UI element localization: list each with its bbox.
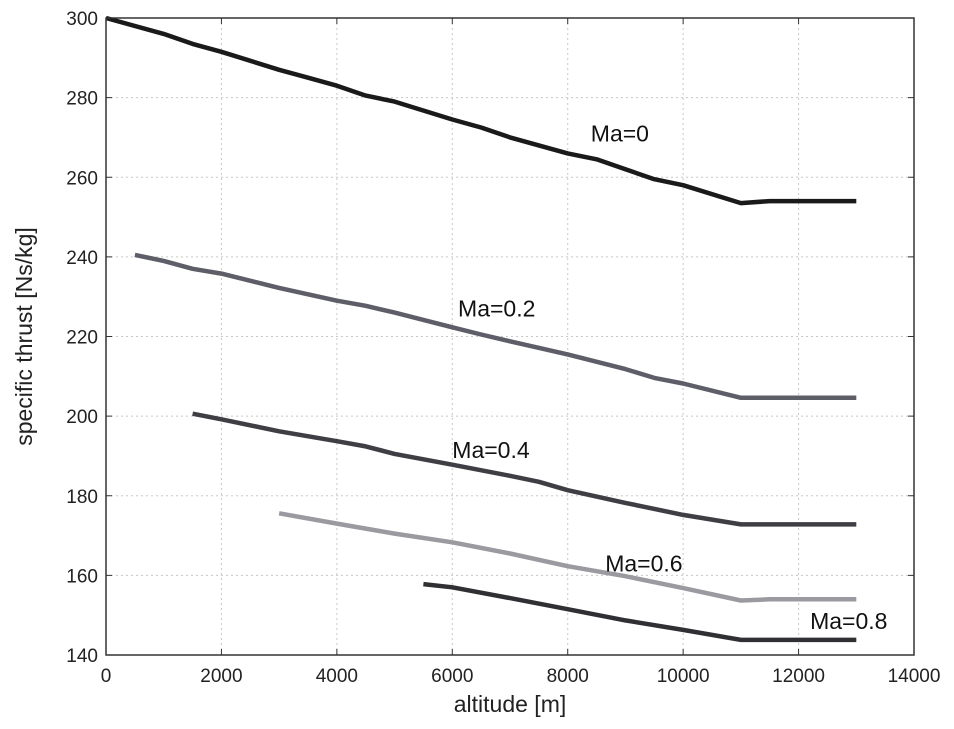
x-tick-labels: 0 2000 4000 6000 8000 10000 12000 14000 <box>101 666 941 687</box>
series-group <box>105 15 857 643</box>
x-tick-label: 8000 <box>547 666 589 687</box>
x-tick-label: 14000 <box>888 666 941 687</box>
series-line-ma-0-8 <box>423 581 857 643</box>
series-line-ma-0-6 <box>278 511 857 603</box>
x-tick-label: 6000 <box>431 666 473 687</box>
series-label: Ma=0.6 <box>605 550 682 576</box>
x-tick-label: 12000 <box>772 666 825 687</box>
x-tick-label: 0 <box>101 666 112 687</box>
y-tick-label: 160 <box>66 566 98 587</box>
series-line-ma-0 <box>105 15 857 206</box>
y-tick-label: 140 <box>66 646 98 667</box>
y-tick-label: 260 <box>66 168 98 189</box>
y-tick-label: 180 <box>66 487 98 508</box>
series-line-ma-0-2 <box>134 252 857 401</box>
y-tick-label: 280 <box>66 89 98 110</box>
series-labels: Ma=0 Ma=0.2 Ma=0.4 Ma=0.6 Ma=0.8 <box>452 120 887 634</box>
y-tick-label: 240 <box>66 248 98 269</box>
x-axis-label: altitude [m] <box>454 691 567 717</box>
y-axis-label: specific thrust [Ns/kg] <box>11 227 37 446</box>
series-line-ma-0-4 <box>192 411 857 527</box>
y-tick-label: 220 <box>66 328 98 349</box>
x-tick-label: 10000 <box>657 666 710 687</box>
series-label: Ma=0.4 <box>452 437 530 463</box>
grid-lines <box>106 18 914 655</box>
tick-marks <box>105 17 915 656</box>
x-tick-label: 4000 <box>316 666 358 687</box>
y-tick-label: 300 <box>66 9 98 30</box>
y-tick-label: 200 <box>66 407 98 428</box>
x-tick-label: 2000 <box>200 666 242 687</box>
series-label: Ma=0.8 <box>810 608 887 634</box>
series-label: Ma=0 <box>591 120 649 146</box>
y-tick-labels: 140 160 180 200 220 240 260 280 300 <box>66 9 98 667</box>
series-label: Ma=0.2 <box>458 296 535 322</box>
